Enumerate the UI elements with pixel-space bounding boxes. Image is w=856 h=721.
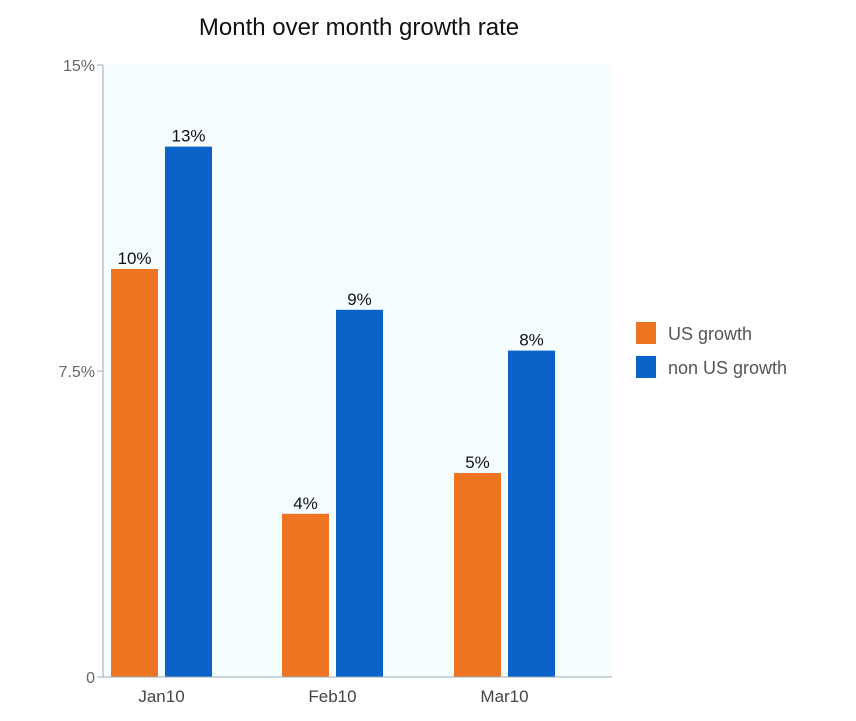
data-label: 5%: [465, 453, 490, 472]
y-axis-ticks: 0 7.5% 15%: [59, 58, 103, 687]
x-tick-label: Mar10: [480, 687, 528, 706]
bar-us-growth-feb10: [282, 513, 329, 677]
y-tick-label: 15%: [63, 58, 95, 75]
data-label: 13%: [171, 127, 205, 146]
bar-non-us-growth-mar10: [508, 350, 555, 677]
y-tick-label: 7.5%: [59, 364, 95, 381]
data-labels: 10% 13% 4% 9% 5% 8%: [117, 127, 543, 513]
legend: US growth non US growth: [636, 322, 787, 378]
x-axis-ticks: Jan10 Feb10 Mar10: [138, 687, 528, 706]
bar-us-growth-mar10: [454, 473, 501, 677]
x-tick-label: Jan10: [138, 687, 184, 706]
bar-non-us-growth-jan10: [165, 146, 212, 678]
x-tick-label: Feb10: [308, 687, 356, 706]
chart-title: Month over month growth rate: [199, 14, 519, 41]
bar-us-growth-jan10: [111, 269, 158, 677]
legend-label: US growth: [668, 324, 752, 344]
y-tick-label: 0: [86, 670, 95, 687]
bar-non-us-growth-feb10: [336, 309, 383, 677]
bars: [111, 146, 555, 678]
data-label: 9%: [347, 290, 372, 309]
legend-label: non US growth: [668, 358, 787, 378]
data-label: 8%: [519, 331, 544, 350]
data-label: 4%: [293, 494, 318, 513]
legend-swatch: [636, 356, 656, 378]
legend-swatch: [636, 322, 656, 344]
data-label: 10%: [117, 249, 151, 268]
